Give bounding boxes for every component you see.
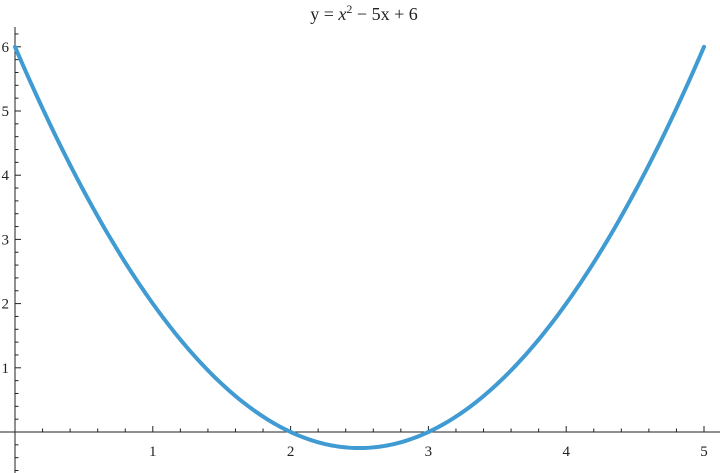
tick-labels: 1 2 3 4 5 1 2 3 4 5 6 bbox=[2, 40, 708, 460]
y-tick-label: 2 bbox=[2, 297, 10, 313]
y-tick-label: 1 bbox=[2, 361, 10, 377]
y-tick-label: 5 bbox=[2, 104, 10, 120]
y-tick-label: 6 bbox=[2, 40, 10, 56]
x-tick-label: 4 bbox=[562, 444, 570, 460]
y-tick-label: 3 bbox=[2, 232, 10, 248]
chart-title: y = x2 − 5x + 6 bbox=[310, 2, 417, 24]
x-tick-label: 3 bbox=[425, 444, 433, 460]
series-line bbox=[13, 44, 706, 451]
x-tick-label: 2 bbox=[287, 444, 295, 460]
x-tick-label: 5 bbox=[700, 444, 708, 460]
y-tick-label: 4 bbox=[2, 168, 10, 184]
axes bbox=[0, 27, 720, 473]
x-tick-label: 1 bbox=[149, 444, 157, 460]
